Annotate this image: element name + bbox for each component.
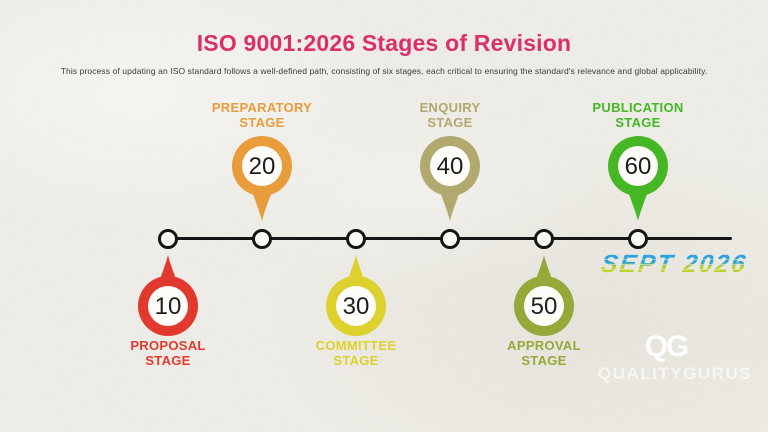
map-pin-up-icon: 50 [514, 255, 574, 336]
pin-face [148, 286, 188, 326]
pin-face [524, 286, 564, 326]
stage-label: PROPOSAL STAGE [93, 338, 243, 368]
brand-logo: QG [644, 330, 690, 363]
page-subtitle: This process of updating an ISO standard… [60, 66, 708, 76]
stage-number: 40 [437, 153, 464, 180]
stage-label-line2: STAGE [239, 115, 285, 130]
timeline-node-50 [534, 229, 554, 249]
stage-label-line2: STAGE [615, 115, 661, 130]
pin-face [336, 286, 376, 326]
timeline-node-30 [346, 229, 366, 249]
stage-label-line2: STAGE [333, 353, 379, 368]
stage-number: 60 [625, 153, 652, 180]
pin-face [618, 146, 658, 186]
stage-label-line1: PREPARATORY [211, 100, 313, 115]
stage-label-line1: COMMITTEE [315, 338, 397, 353]
stage-proposal: 10 PROPOSAL STAGE [93, 248, 243, 368]
stage-label-line2: STAGE [521, 353, 567, 368]
stage-committee: 30 COMMITTEE STAGE [281, 248, 431, 368]
map-pin-down-icon: 40 [420, 136, 480, 221]
stage-approval: 50 APPROVAL STAGE [469, 248, 619, 368]
map-pin-down-icon: 60 [608, 136, 668, 221]
stage-publication: PUBLICATION STAGE 60 [563, 100, 713, 228]
map-pin-down-icon: 20 [232, 136, 292, 221]
stage-enquiry: ENQUIRY STAGE 40 [375, 100, 525, 228]
timeline-node-60 [628, 229, 648, 249]
stage-label: PUBLICATION STAGE [563, 100, 713, 130]
stage-number: 10 [155, 293, 182, 320]
stage-label-line1: PUBLICATION [592, 100, 684, 115]
stage-label-line1: APPROVAL [507, 338, 581, 353]
pin-face [430, 146, 470, 186]
stage-label: APPROVAL STAGE [469, 338, 619, 368]
page-title: ISO 9001:2026 Stages of Revision [196, 30, 572, 56]
stage-number: 20 [249, 153, 276, 180]
stage-label-line2: STAGE [145, 353, 191, 368]
timeline-node-20 [252, 229, 272, 249]
timeline-node-10 [158, 229, 178, 249]
stage-preparatory: PREPARATORY STAGE 20 [187, 100, 337, 228]
pin-face [242, 146, 282, 186]
stage-number: 50 [531, 293, 558, 320]
stage-label-line1: PROPOSAL [130, 338, 206, 353]
brand-watermark: QG QUALITYGURUS [598, 330, 752, 384]
stage-label-line2: STAGE [427, 115, 473, 130]
map-pin-up-icon: 30 [326, 255, 386, 336]
timeline-date: SEPT 2026 [581, 250, 767, 279]
map-pin-up-icon: 10 [138, 255, 198, 336]
stage-label-line1: ENQUIRY [419, 100, 481, 115]
timeline-node-40 [440, 229, 460, 249]
stage-number: 30 [343, 293, 370, 320]
stage-label: PREPARATORY STAGE [187, 100, 337, 130]
stage-label: COMMITTEE STAGE [281, 338, 431, 368]
brand-name: QUALITYGURUS [598, 364, 752, 383]
stage-label: ENQUIRY STAGE [375, 100, 525, 130]
